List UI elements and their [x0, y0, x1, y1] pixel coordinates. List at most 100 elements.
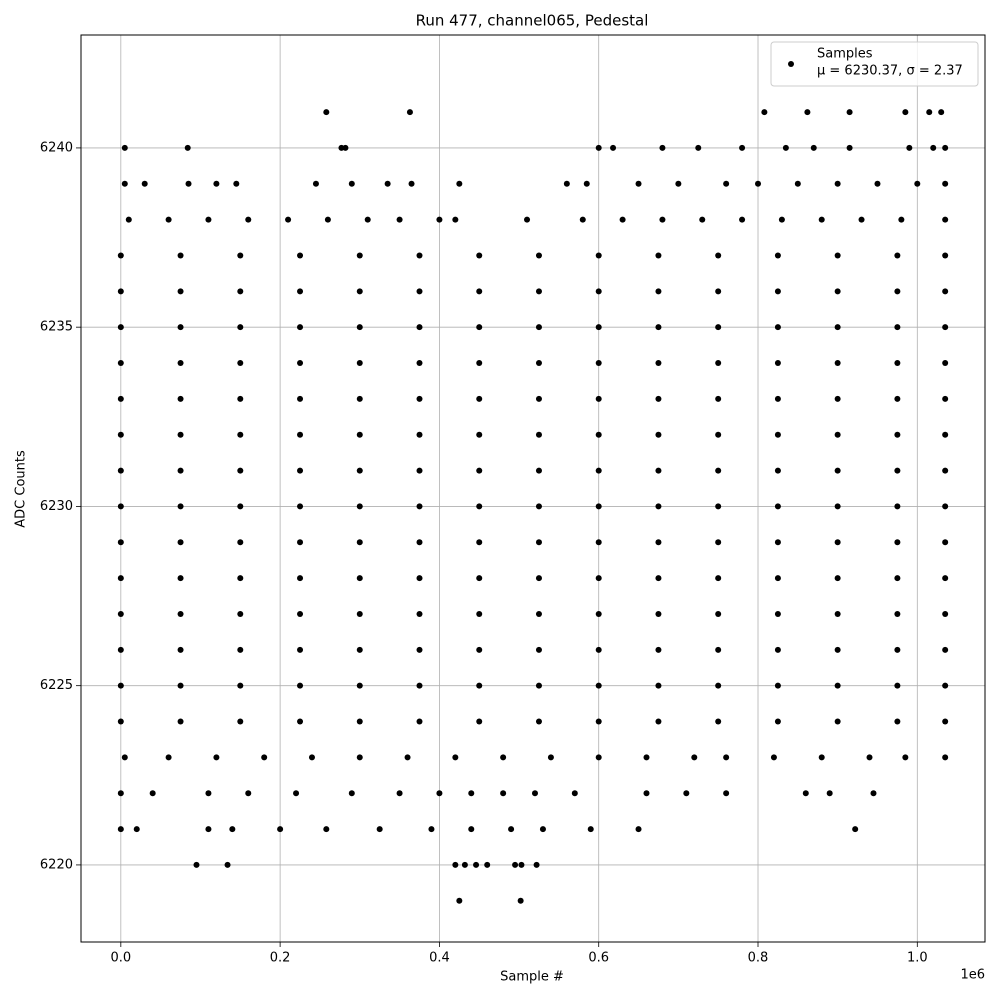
point	[866, 754, 873, 761]
point	[261, 754, 268, 761]
point	[324, 216, 331, 223]
point	[535, 360, 542, 367]
point	[297, 288, 304, 295]
point	[655, 575, 662, 582]
point	[563, 180, 570, 187]
point	[846, 144, 853, 151]
point	[476, 395, 483, 402]
point	[177, 646, 184, 653]
point	[452, 216, 459, 223]
y-tick-label: 6230	[40, 499, 73, 514]
point	[655, 646, 662, 653]
point	[237, 682, 244, 689]
point	[476, 539, 483, 546]
point	[237, 646, 244, 653]
point	[595, 144, 602, 151]
legend-stats: μ = 6230.37, σ = 2.37	[817, 64, 963, 79]
point	[416, 610, 423, 617]
point	[942, 682, 949, 689]
point	[117, 467, 124, 474]
point	[384, 180, 391, 187]
point	[213, 754, 220, 761]
point	[508, 826, 515, 833]
point	[177, 252, 184, 259]
point	[297, 431, 304, 438]
point	[165, 754, 172, 761]
point	[308, 754, 315, 761]
point	[500, 790, 507, 797]
point	[834, 718, 841, 725]
point	[774, 646, 781, 653]
point	[535, 324, 542, 331]
point	[165, 216, 172, 223]
point	[942, 503, 949, 510]
point	[942, 431, 949, 438]
point	[826, 790, 833, 797]
point	[635, 826, 642, 833]
x-offset-label: 1e6	[960, 968, 985, 983]
point	[723, 180, 730, 187]
point	[691, 754, 698, 761]
point	[117, 252, 124, 259]
point	[237, 718, 244, 725]
point	[428, 826, 435, 833]
point	[894, 360, 901, 367]
point	[416, 503, 423, 510]
point	[436, 790, 443, 797]
point	[659, 216, 666, 223]
y-tick-label: 6220	[40, 857, 73, 872]
point	[456, 897, 463, 904]
point	[818, 216, 825, 223]
point	[715, 539, 722, 546]
point	[774, 682, 781, 689]
point	[205, 826, 212, 833]
point	[595, 395, 602, 402]
point	[416, 539, 423, 546]
point	[595, 646, 602, 653]
point	[655, 682, 662, 689]
point	[476, 467, 483, 474]
point	[894, 682, 901, 689]
point	[818, 754, 825, 761]
point	[942, 360, 949, 367]
point	[774, 360, 781, 367]
point	[456, 180, 463, 187]
point	[535, 252, 542, 259]
point	[518, 861, 525, 868]
point	[356, 395, 363, 402]
point	[184, 144, 191, 151]
point	[834, 180, 841, 187]
point	[121, 754, 128, 761]
x-tick-label: 0.0	[110, 951, 131, 966]
point	[117, 718, 124, 725]
point	[297, 646, 304, 653]
point	[237, 503, 244, 510]
point	[894, 718, 901, 725]
point	[531, 790, 538, 797]
point	[237, 252, 244, 259]
point	[595, 503, 602, 510]
point	[846, 109, 853, 116]
point	[117, 360, 124, 367]
x-tick-label: 0.2	[270, 951, 291, 966]
point	[416, 431, 423, 438]
point	[297, 718, 304, 725]
point	[416, 467, 423, 474]
point	[117, 682, 124, 689]
point	[149, 790, 156, 797]
point	[356, 610, 363, 617]
point	[715, 646, 722, 653]
point	[774, 718, 781, 725]
point	[476, 575, 483, 582]
point	[595, 754, 602, 761]
point	[655, 467, 662, 474]
point	[416, 360, 423, 367]
point	[715, 503, 722, 510]
point	[906, 144, 913, 151]
point	[117, 790, 124, 797]
point	[770, 754, 777, 761]
point	[858, 216, 865, 223]
point	[476, 288, 483, 295]
point	[416, 288, 423, 295]
point	[610, 144, 617, 151]
